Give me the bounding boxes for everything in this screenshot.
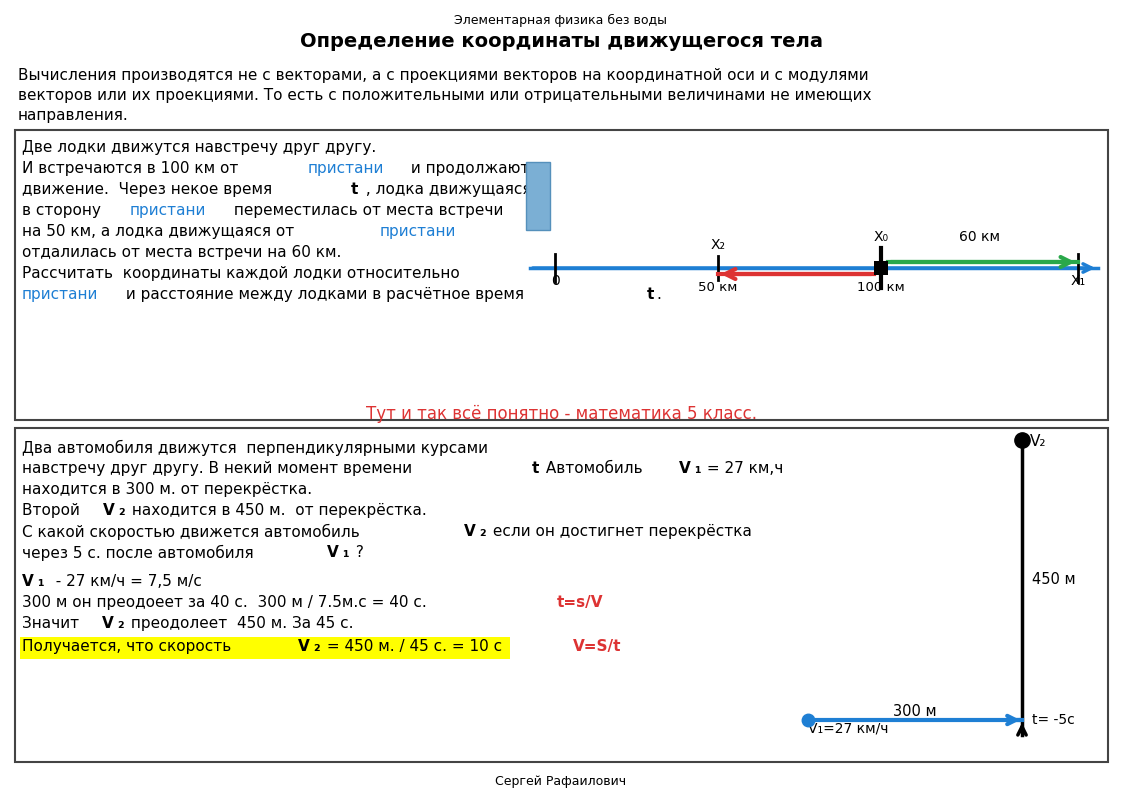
Bar xyxy=(15,428,1108,762)
Text: V₁=27 км/ч: V₁=27 км/ч xyxy=(809,722,888,736)
Text: Вычисления производятся не с векторами, а с проекциями векторов на координатной : Вычисления производятся не с векторами, … xyxy=(18,68,868,83)
Text: 450 м: 450 м xyxy=(1032,572,1076,587)
Text: X₁: X₁ xyxy=(1070,274,1086,288)
Text: находится в 450 м.  от перекрёстка.: находится в 450 м. от перекрёстка. xyxy=(127,503,427,518)
Text: Значит: Значит xyxy=(22,616,84,631)
Bar xyxy=(874,261,888,275)
Text: пристани: пристани xyxy=(380,224,456,239)
Text: Автомобиль: Автомобиль xyxy=(541,461,648,476)
Text: пристани: пристани xyxy=(130,203,207,218)
Text: V: V xyxy=(102,616,113,631)
Text: 300 м: 300 м xyxy=(893,704,937,719)
Text: t: t xyxy=(351,182,358,197)
Text: V: V xyxy=(678,461,691,476)
Text: ₂: ₂ xyxy=(313,639,320,654)
Text: V: V xyxy=(464,524,476,539)
Text: V: V xyxy=(103,503,115,518)
Text: пристани: пристани xyxy=(22,287,99,302)
Text: ?: ? xyxy=(350,545,364,560)
Text: преодолеет  450 м. За 45 с.: преодолеет 450 м. За 45 с. xyxy=(126,616,354,631)
Text: и расстояние между лодками в расчётное время: и расстояние между лодками в расчётное в… xyxy=(120,287,529,302)
Text: в сторону: в сторону xyxy=(22,203,106,218)
Text: ₁: ₁ xyxy=(37,574,44,589)
Text: V: V xyxy=(327,545,339,560)
Text: пристани: пристани xyxy=(308,161,384,176)
Text: ₂: ₂ xyxy=(480,524,486,539)
Text: ₁: ₁ xyxy=(694,461,701,476)
Text: находится в 300 м. от перекрёстка.: находится в 300 м. от перекрёстка. xyxy=(22,482,312,497)
Text: V=S/t: V=S/t xyxy=(573,639,622,654)
Text: движение.  Через некое время: движение. Через некое время xyxy=(22,182,277,197)
Text: X₂: X₂ xyxy=(711,238,725,252)
Text: , лодка движущаяся: , лодка движущаяся xyxy=(360,182,531,197)
Text: Два автомобиля движутся  перпендикулярными курсами: Два автомобиля движутся перпендикулярным… xyxy=(22,440,489,457)
Text: 50 км: 50 км xyxy=(699,281,738,294)
Text: ₁: ₁ xyxy=(343,545,349,560)
Text: на 50 км, а лодка движущаяся от: на 50 км, а лодка движущаяся от xyxy=(22,224,299,239)
Text: = 27 км,ч: = 27 км,ч xyxy=(702,461,784,476)
Text: Получается, что скорость: Получается, что скорость xyxy=(22,639,236,654)
Text: 0: 0 xyxy=(550,274,559,288)
Text: если он достигнет перекрёстка: если он достигнет перекрёстка xyxy=(487,524,751,539)
Text: - 27 км/ч = 7,5 м/с: - 27 км/ч = 7,5 м/с xyxy=(46,574,202,589)
Text: отдалилась от места встречи на 60 км.: отдалилась от места встречи на 60 км. xyxy=(22,245,341,260)
Text: t= -5с: t= -5с xyxy=(1032,713,1075,727)
Text: Тут и так всё понятно - математика 5 класс.: Тут и так всё понятно - математика 5 кла… xyxy=(365,405,757,423)
Text: Второй: Второй xyxy=(22,503,84,518)
Text: t: t xyxy=(531,461,539,476)
Text: Элементарная физика без воды: Элементарная физика без воды xyxy=(455,14,667,27)
Text: .: . xyxy=(656,287,661,302)
Text: V₂: V₂ xyxy=(1030,434,1047,449)
Text: 300 м он преодоеет за 40 с.  300 м / 7.5м.с = 40 с.: 300 м он преодоеет за 40 с. 300 м / 7.5м… xyxy=(22,595,437,610)
Text: V: V xyxy=(299,639,310,654)
Text: Рассчитать  координаты каждой лодки относительно: Рассчитать координаты каждой лодки относ… xyxy=(22,266,459,281)
Text: ₂: ₂ xyxy=(118,503,125,518)
Text: переместилась от места встречи: переместилась от места встречи xyxy=(229,203,503,218)
Text: и продолжают: и продолжают xyxy=(407,161,529,176)
Text: ₂: ₂ xyxy=(117,616,124,631)
Text: через 5 с. после автомобиля: через 5 с. после автомобиля xyxy=(22,545,258,561)
Text: X₀: X₀ xyxy=(874,230,888,244)
Text: Две лодки движутся навстречу друг другу.: Две лодки движутся навстречу друг другу. xyxy=(22,140,376,155)
Text: Сергей Рафаилович: Сергей Рафаилович xyxy=(495,775,627,788)
Text: Определение координаты движущегося тела: Определение координаты движущегося тела xyxy=(300,32,822,51)
Text: t=s/V: t=s/V xyxy=(557,595,603,610)
Text: С какой скоростью движется автомобиль: С какой скоростью движется автомобиль xyxy=(22,524,365,540)
Text: И встречаются в 100 км от: И встречаются в 100 км от xyxy=(22,161,244,176)
Bar xyxy=(526,162,550,230)
Text: = 450 м. / 45 с. = 10 с: = 450 м. / 45 с. = 10 с xyxy=(322,639,517,654)
Text: направления.: направления. xyxy=(18,108,129,123)
Bar xyxy=(20,637,510,659)
Bar xyxy=(15,130,1108,420)
Text: векторов или их проекциями. То есть с положительными или отрицательными величина: векторов или их проекциями. То есть с по… xyxy=(18,88,871,103)
Text: 60 км: 60 км xyxy=(959,230,999,244)
Text: t: t xyxy=(647,287,655,302)
Text: навстречу друг другу. В некий момент времени: навстречу друг другу. В некий момент вре… xyxy=(22,461,417,476)
Text: 100 км: 100 км xyxy=(857,281,905,294)
Text: V: V xyxy=(22,574,34,589)
